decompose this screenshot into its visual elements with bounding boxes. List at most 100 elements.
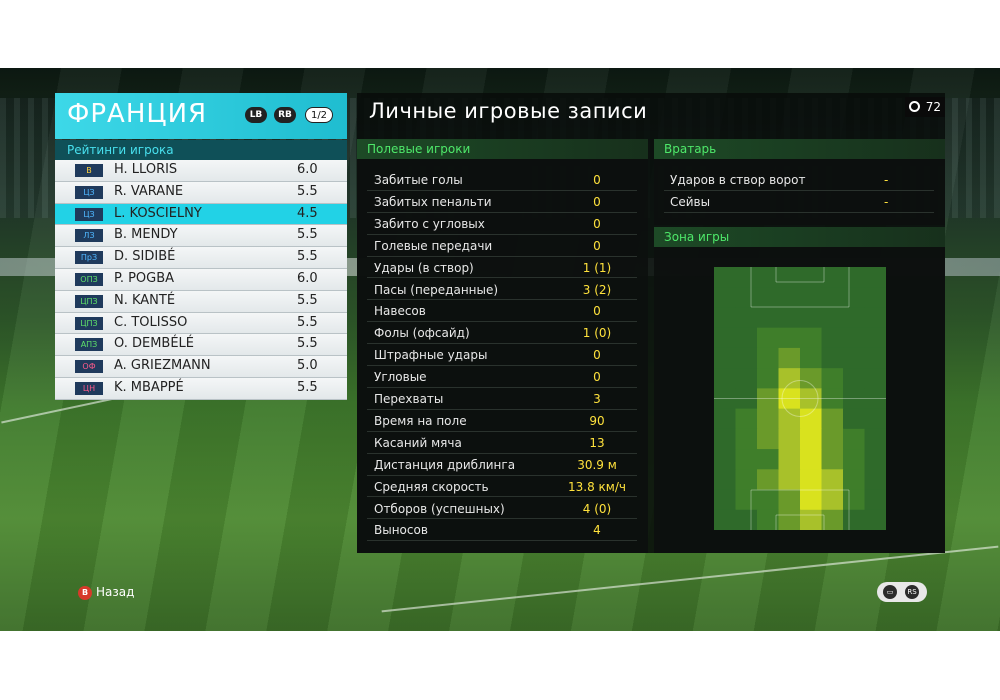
- pitch-marking: [781, 380, 819, 417]
- player-row[interactable]: ОФ A. GRIEZMANN 5.0: [55, 356, 347, 378]
- player-row[interactable]: ЦЗ R. VARANE 5.5: [55, 181, 347, 204]
- player-name: N. KANTÉ: [114, 292, 176, 308]
- heatmap-cell: [778, 489, 801, 511]
- lb-button-icon[interactable]: LB: [245, 107, 267, 123]
- stat-label: Забито с угловых: [374, 216, 485, 231]
- field-stats-box: Забитые голы 0 Забитых пенальти 0 Забито с у…: [357, 159, 648, 553]
- heatmap-cell: [843, 489, 865, 511]
- game-screen: ФРАНЦИЯ LB RB 1/2 Рейтинги игрока В H. LL…: [0, 68, 1000, 631]
- player-row[interactable]: ОПЗ P. POGBA 6.0: [55, 268, 347, 291]
- stat-row: Навесов 0: [367, 300, 637, 323]
- player-row[interactable]: ЦПЗ C. TOLISSO 5.5: [55, 312, 347, 335]
- player-row[interactable]: ПрЗ D. SIDIBÉ 5.5: [55, 247, 347, 269]
- stat-value: 0: [593, 304, 601, 319]
- pitch-line: [381, 545, 999, 613]
- heatmap-cell: [821, 287, 844, 308]
- heatmap-cell: [800, 489, 822, 511]
- heatmap-cell: [821, 307, 844, 329]
- heatmap-cell: [757, 408, 779, 430]
- player-rating: 5.0: [297, 358, 318, 374]
- heatmap-cell: [778, 347, 801, 369]
- stat-value: 0: [593, 216, 601, 231]
- stat-label: Отборов (успешных): [374, 501, 505, 516]
- heatmap-cell: [864, 449, 886, 470]
- player-row[interactable]: В H. LLORIS 6.0: [55, 160, 347, 182]
- player-row[interactable]: ЦН K. MBAPPÉ 5.5: [55, 377, 347, 400]
- player-rating: 5.5: [297, 336, 318, 352]
- heatmap-cell: [864, 307, 886, 329]
- heatmap-cell: [821, 449, 844, 470]
- stat-label: Дистанция дриблинга: [374, 457, 516, 472]
- stat-row: Штрафные удары 0: [367, 344, 637, 367]
- player-row[interactable]: ЦПЗ N. KANTÉ 5.5: [55, 290, 347, 313]
- heatmap-cell: [800, 368, 822, 389]
- stat-value: 4: [593, 523, 601, 538]
- player-row[interactable]: АПЗ O. DEMBÉLÉ 5.5: [55, 334, 347, 357]
- stat-row: Фолы (офсайд) 1 (0): [367, 322, 637, 345]
- heatmap-cell: [821, 388, 844, 410]
- stat-value: 0: [593, 348, 601, 363]
- heatmap-cell: [714, 388, 736, 410]
- back-label: Назад: [96, 585, 135, 599]
- rb-button-icon[interactable]: RB: [274, 107, 296, 123]
- chat-toggle[interactable]: ▭ RS: [877, 582, 927, 602]
- heatmap-cell: [778, 388, 801, 410]
- heatmap-cell: [778, 307, 801, 329]
- stat-row: Забитые голы 0: [367, 169, 637, 191]
- player-row[interactable]: ЛЗ B. MENDY 5.5: [55, 225, 347, 248]
- heatmap-cell: [800, 469, 822, 491]
- heatmap-cell: [821, 347, 844, 369]
- heatmap-cell: [864, 469, 886, 491]
- heatmap-cell: [864, 408, 886, 430]
- player-rating: 5.5: [297, 249, 318, 265]
- heatmap-cell: [714, 287, 736, 308]
- player-name: D. SIDIBÉ: [114, 249, 176, 265]
- heatmap-cell: [864, 509, 886, 530]
- heatmap-cell: [821, 469, 844, 491]
- heatmap-cell: [778, 469, 801, 491]
- heatmap-cell: [843, 449, 865, 470]
- stat-value: 0: [593, 370, 601, 385]
- player-name: C. TOLISSO: [114, 314, 188, 330]
- heatmap-cell: [757, 489, 779, 511]
- position-badge: ПрЗ: [75, 251, 103, 265]
- heatmap-cell: [864, 347, 886, 369]
- stat-value: 0: [593, 173, 601, 187]
- stat-label: Ударов в створ ворот: [670, 173, 806, 187]
- heatmap-cell: [843, 307, 865, 329]
- heatmap-cell: [843, 368, 865, 389]
- heatmap-cell: [714, 267, 736, 288]
- heatmap-cell: [714, 509, 736, 530]
- heatmap-cell: [778, 428, 801, 450]
- position-badge: ЦПЗ: [75, 316, 103, 330]
- player-rating: 6.0: [297, 270, 318, 286]
- stat-row: Средняя скорость 13.8 км/ч: [367, 476, 637, 498]
- heatmap-cell: [821, 509, 844, 530]
- stat-label: Пасы (переданные): [374, 282, 499, 297]
- stat-label: Навесов: [374, 304, 426, 319]
- heatmap-cell: [735, 347, 758, 369]
- player-row[interactable]: ЦЗ L. KOSCIELNY 4.5: [55, 203, 347, 226]
- match-timer: 72: [905, 97, 945, 117]
- stat-label: Забитые голы: [374, 173, 463, 187]
- stat-row: Дистанция дриблинга 30.9 м: [367, 454, 637, 476]
- heatmap-cell: [757, 469, 779, 491]
- gk-stat-row: Ударов в створ ворот -: [664, 169, 934, 191]
- heatmap-cell: [800, 347, 822, 369]
- stat-label: Фолы (офсайд): [374, 326, 470, 341]
- heatmap-cell: [757, 307, 779, 329]
- stat-label: Средняя скорость: [374, 479, 489, 494]
- heatmap-cell: [864, 327, 886, 349]
- heatmap-cell: [843, 327, 865, 349]
- heatmap-cell: [735, 489, 758, 511]
- heatmap-cell: [778, 449, 801, 470]
- heatmap-cell: [757, 449, 779, 470]
- stat-label: Голевые передачи: [374, 238, 493, 253]
- heatmap-cell: [778, 408, 801, 430]
- b-button-icon: B: [78, 585, 92, 600]
- page-indicator: 1/2: [305, 107, 333, 123]
- heatmap-cell: [735, 307, 758, 329]
- position-badge: ЦЗ: [75, 185, 103, 199]
- back-button[interactable]: B Назад: [78, 585, 134, 600]
- heatmap-cell: [735, 287, 758, 308]
